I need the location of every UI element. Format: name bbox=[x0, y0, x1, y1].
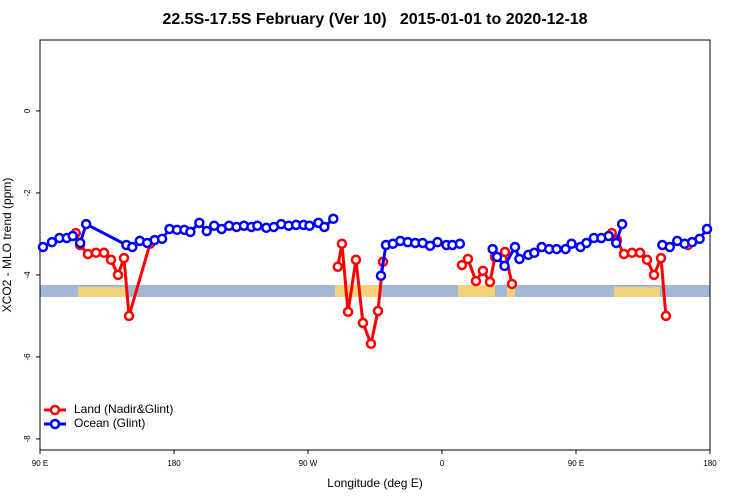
data-point bbox=[499, 260, 510, 272]
data-point bbox=[551, 243, 562, 255]
data-point bbox=[67, 230, 79, 242]
y-tick-label: 0 bbox=[23, 108, 32, 113]
x-axis-label: Longitude (deg E) bbox=[327, 476, 422, 490]
y-tick-label: -4 bbox=[23, 271, 32, 279]
data-point bbox=[82, 248, 94, 260]
data-point bbox=[74, 237, 86, 249]
data-point bbox=[336, 238, 348, 250]
data-point bbox=[194, 217, 205, 229]
data-point bbox=[506, 278, 518, 290]
data-point bbox=[603, 230, 615, 242]
x-tick-label: 180 bbox=[167, 459, 181, 468]
x-tick-label: 90 E bbox=[568, 459, 584, 468]
data-point bbox=[80, 218, 92, 230]
data-point bbox=[105, 254, 117, 266]
legend-marker bbox=[49, 404, 61, 416]
data-point bbox=[618, 248, 630, 260]
data-point bbox=[581, 237, 592, 249]
data-point bbox=[509, 241, 521, 253]
data-point bbox=[491, 251, 503, 263]
data-point bbox=[529, 247, 540, 259]
chart-title: 22.5S-17.5S February (Ver 10) 2015-01-01… bbox=[162, 11, 587, 28]
data-point bbox=[694, 233, 705, 245]
data-point bbox=[201, 225, 213, 237]
data-point bbox=[365, 338, 377, 350]
data-point bbox=[616, 218, 628, 230]
data-point bbox=[319, 221, 330, 233]
data-point bbox=[118, 252, 130, 264]
data-point bbox=[332, 261, 344, 272]
data-point bbox=[566, 238, 577, 250]
data-point bbox=[98, 247, 110, 259]
data-point bbox=[454, 238, 466, 250]
data-point bbox=[342, 306, 354, 318]
data-point bbox=[648, 269, 660, 281]
data-point bbox=[641, 254, 653, 266]
x-tick-label: 0 bbox=[440, 459, 445, 468]
land-band bbox=[507, 285, 515, 297]
y-tick-label: -2 bbox=[23, 189, 32, 197]
data-point bbox=[701, 223, 713, 235]
data-point bbox=[660, 310, 672, 322]
data-point bbox=[610, 237, 622, 249]
data-point bbox=[123, 310, 135, 322]
data-point bbox=[484, 276, 496, 288]
data-point bbox=[477, 265, 489, 277]
y-tick-label: -8 bbox=[23, 435, 32, 443]
land-band bbox=[78, 287, 125, 297]
data-point bbox=[46, 236, 58, 248]
data-point bbox=[456, 259, 468, 271]
x-tick-label: 90 W bbox=[299, 459, 318, 468]
data-point bbox=[462, 253, 474, 265]
data-point bbox=[432, 236, 443, 248]
land-mask bbox=[40, 285, 710, 297]
x-tick-label: 180 bbox=[703, 459, 717, 468]
data-point bbox=[112, 269, 124, 281]
data-point bbox=[664, 241, 676, 253]
y-axis-label: XCO2 - MLO trend (ppm) bbox=[0, 178, 14, 313]
data-point bbox=[357, 317, 369, 329]
data-point bbox=[655, 252, 667, 264]
data-point bbox=[514, 253, 525, 265]
data-point bbox=[634, 247, 646, 259]
data-point bbox=[156, 233, 168, 245]
data-point bbox=[470, 275, 482, 287]
data-point bbox=[375, 270, 387, 281]
data-point bbox=[372, 305, 384, 317]
data-point bbox=[37, 241, 49, 253]
land-band bbox=[614, 287, 660, 297]
data-point bbox=[487, 243, 498, 255]
data-point bbox=[185, 226, 196, 238]
legend-label: Ocean (Glint) bbox=[74, 416, 145, 430]
y-tick-label: -6 bbox=[23, 353, 32, 361]
data-point bbox=[252, 220, 263, 231]
x-tick-label: 90 E bbox=[32, 459, 48, 468]
legend-label: Land (Nadir&Glint) bbox=[74, 402, 173, 416]
legend-marker bbox=[49, 418, 61, 430]
data-point bbox=[350, 254, 362, 266]
data-point bbox=[127, 241, 138, 253]
data-point bbox=[499, 246, 511, 258]
data-point bbox=[304, 220, 315, 231]
data-point bbox=[328, 213, 339, 225]
land-band bbox=[458, 285, 495, 297]
